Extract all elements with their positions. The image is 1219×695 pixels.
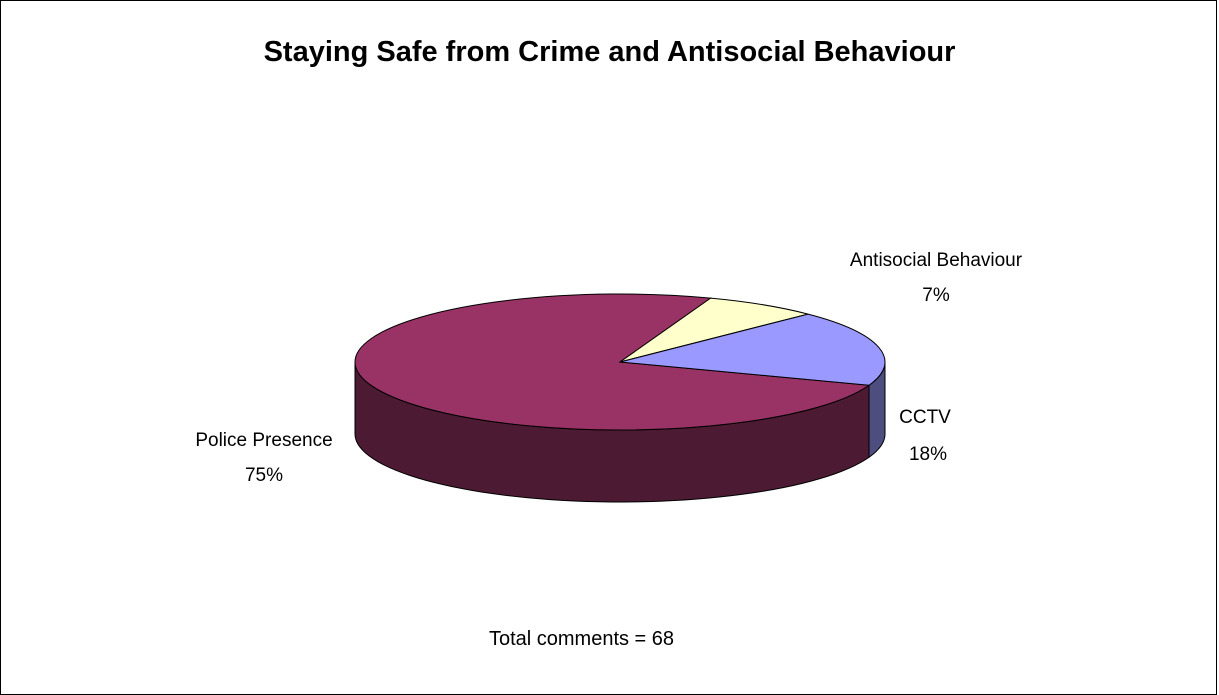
pie-tops — [354, 293, 886, 431]
slice-value-cctv: 18% — [909, 444, 947, 465]
slice-value-antisocial-behaviour: 7% — [922, 285, 950, 306]
pie-slice-cctv — [619, 313, 886, 386]
chart-title: Staying Safe from Crime and Antisocial B… — [263, 36, 956, 68]
slice-label-cctv: CCTV — [899, 407, 951, 428]
slice-value-police-presence: 75% — [245, 465, 283, 486]
slice-label-police-presence: Police Presence — [195, 430, 332, 451]
slice-label-antisocial-behaviour: Antisocial Behaviour — [850, 250, 1023, 271]
total-comments-note: Total comments = 68 — [488, 628, 675, 650]
pie-slice-antisocial-behaviour — [619, 297, 809, 363]
pie-slice-police-presence — [354, 293, 871, 431]
